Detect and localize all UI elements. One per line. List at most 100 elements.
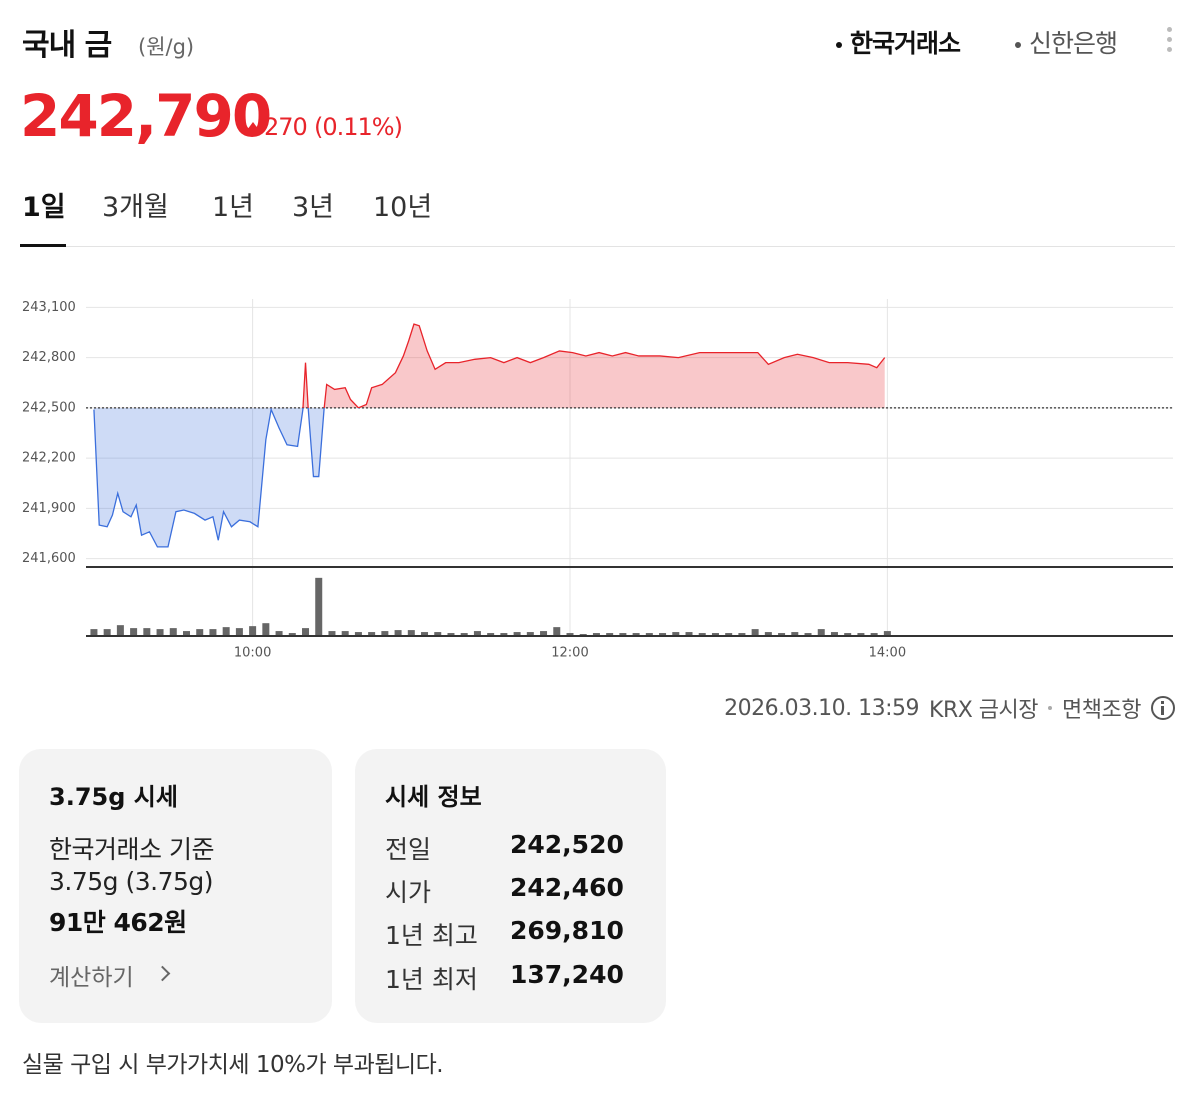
volume-bar	[235, 628, 243, 636]
volume-bar	[460, 633, 468, 636]
volume-bar	[804, 633, 812, 636]
volume-bar	[659, 633, 667, 636]
chart-info: 2026.03.10. 13:59 KRX 금시장 면책조항	[724, 692, 1175, 724]
volume-bar	[103, 629, 111, 636]
volume-bar	[169, 628, 177, 636]
card-title: 시세 정보	[385, 783, 482, 811]
volume-bar	[711, 633, 719, 636]
y-tick-label: 241,900	[22, 501, 76, 516]
period-tab[interactable]: 1년	[212, 192, 255, 223]
volume-bar	[196, 629, 204, 636]
volume-bar	[725, 633, 733, 636]
note: 실물 구입 시 부가가치세 10%가 부과됩니다.	[22, 1052, 444, 1078]
row-label: 전일	[385, 835, 432, 864]
volume-bar	[513, 632, 521, 636]
volume-bar	[328, 631, 336, 636]
volume-bar	[368, 632, 376, 636]
price-change-pct: (0.11%)	[314, 113, 403, 141]
volume-bar	[473, 631, 481, 636]
volume-bar	[156, 629, 164, 636]
volume-bar	[421, 632, 429, 636]
volume-bar	[778, 633, 786, 636]
volume-bar	[526, 632, 534, 636]
x-tick-label: 12:00	[551, 646, 588, 661]
source-tab[interactable]: 한국거래소	[836, 24, 961, 60]
price-line	[93, 323, 886, 548]
volume-bar	[249, 626, 257, 636]
volume-bar	[222, 627, 230, 636]
volume-bar	[632, 633, 640, 636]
volume-bar	[817, 629, 825, 636]
volume-bar	[90, 629, 98, 636]
volume-bar	[407, 630, 415, 636]
volume-bar	[751, 629, 759, 636]
volume-bar	[262, 623, 270, 636]
page-title: 국내 금	[22, 28, 112, 63]
volume-bar	[500, 633, 508, 636]
volume-bar	[487, 633, 495, 636]
card	[19, 749, 332, 1023]
disclaimer-link[interactable]: 면책조항	[1062, 698, 1141, 723]
source-tab[interactable]: 신한은행	[1015, 24, 1118, 60]
y-tick-label: 243,100	[22, 300, 76, 315]
chart: 241,600 241,900 242,200 242,500 242,800 243,1…	[22, 299, 1173, 661]
volume-bar	[143, 628, 151, 636]
volume-bar	[183, 631, 191, 636]
volume-bar	[870, 633, 878, 636]
volume-bar	[764, 632, 772, 636]
card-title: 3.75g 시세	[49, 783, 178, 811]
volume-bar	[566, 633, 574, 636]
tab-indicator	[20, 244, 66, 247]
volume-bar	[275, 631, 283, 636]
volume-bar	[434, 632, 442, 636]
card	[355, 749, 666, 1023]
volume-bar	[592, 633, 600, 636]
up-arrow	[247, 122, 259, 130]
info-icon[interactable]	[1151, 696, 1175, 720]
volume-bar	[381, 631, 389, 636]
volume-bar	[130, 628, 138, 636]
volume-bar	[288, 633, 296, 636]
separator	[1048, 706, 1053, 710]
volume-bar	[857, 633, 865, 636]
period-tab[interactable]: 3개월	[102, 192, 169, 223]
volume-bar	[354, 632, 362, 636]
volume-bar	[672, 632, 680, 636]
volume-bar	[302, 628, 310, 636]
period-tab[interactable]: 1일	[22, 192, 66, 223]
volume-bar	[447, 633, 455, 636]
volume-bar	[116, 625, 124, 636]
volume-bar	[394, 630, 402, 636]
x-tick-label: 14:00	[869, 646, 906, 661]
volume-bar	[844, 633, 852, 636]
calc-link[interactable]: 계산하기	[49, 965, 134, 991]
row-value: 242,520	[510, 830, 624, 859]
y-tick-label: 242,500	[22, 400, 76, 415]
volume-bar	[698, 633, 706, 636]
card-text: 한국거래소 기준	[49, 835, 214, 864]
period-tab[interactable]: 3년	[292, 192, 335, 223]
unit: (원/g)	[138, 35, 195, 59]
x-tick-label: 10:00	[234, 646, 271, 661]
area	[93, 324, 885, 547]
market: KRX 금시장	[929, 698, 1039, 723]
volume-bar	[685, 632, 693, 636]
volume-bar	[619, 633, 627, 636]
row-value: 242,460	[510, 873, 624, 902]
timestamp: 2026.03.10. 13:59	[724, 695, 920, 721]
card-text: 91만 462원	[49, 908, 187, 937]
row-label: 시가	[385, 878, 432, 907]
volume-bar	[606, 633, 614, 636]
card-text: 3.75g (3.75g)	[49, 867, 214, 896]
y-tick-label: 241,600	[22, 551, 76, 566]
row-label: 1년 최고	[385, 921, 478, 950]
period-tab[interactable]: 10년	[373, 192, 433, 223]
row-label: 1년 최저	[385, 965, 478, 994]
row-value: 269,810	[510, 916, 624, 945]
y-tick-label: 242,800	[22, 350, 76, 365]
volume-bar	[645, 633, 653, 636]
volume-bar	[341, 631, 349, 636]
more-menu[interactable]	[1167, 27, 1173, 57]
price: 242,790	[20, 82, 272, 150]
